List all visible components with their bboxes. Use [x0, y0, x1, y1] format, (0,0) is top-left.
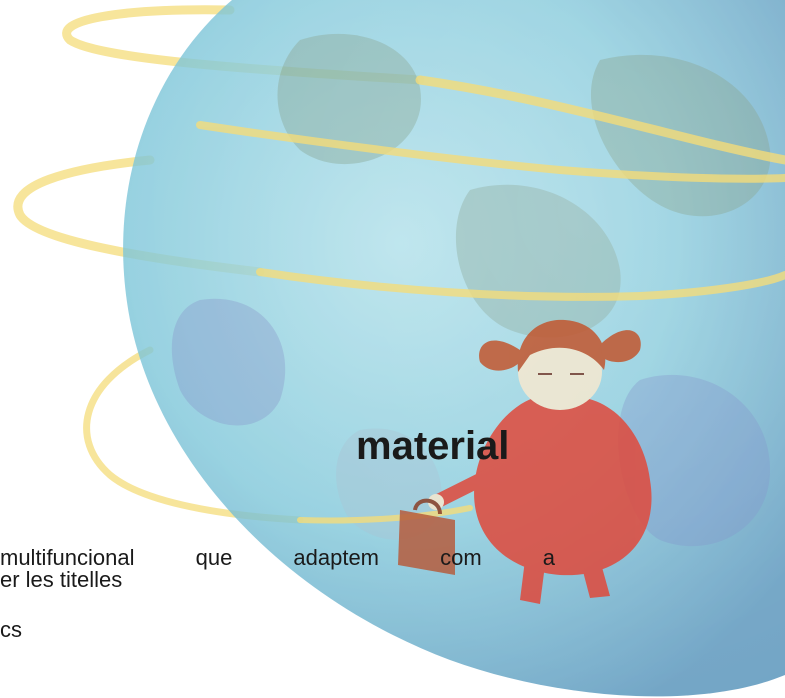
body-text-line: er les titelles — [0, 567, 123, 592]
body-text-line: cs — [0, 617, 22, 642]
body-word: multifuncional — [0, 545, 135, 570]
body-word: a — [542, 545, 555, 570]
body-word: adaptem — [293, 545, 380, 570]
orbit-rings-front — [196, 75, 785, 524]
globe — [123, 0, 785, 697]
body-text-line: multifuncional que adaptem com a — [0, 547, 555, 569]
girl-figure — [398, 319, 652, 604]
body-word: com — [440, 545, 482, 570]
body-word: que — [195, 545, 233, 570]
page-heading: material — [356, 424, 510, 468]
